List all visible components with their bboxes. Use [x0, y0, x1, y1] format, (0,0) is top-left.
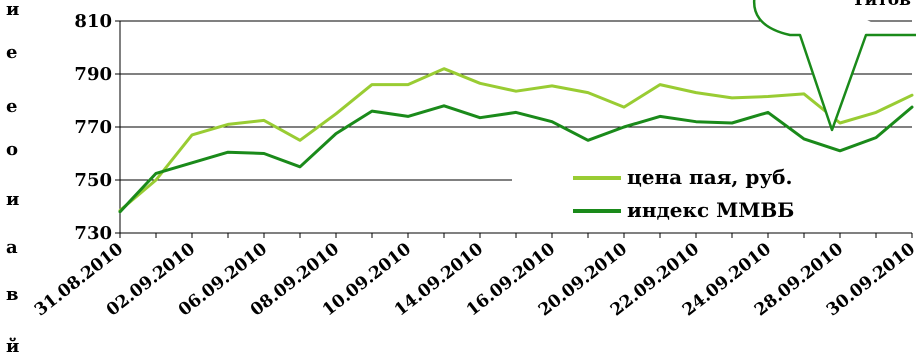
side-letter: е — [6, 96, 17, 117]
y-tick-label: 810 — [74, 11, 112, 32]
series-lines — [118, 67, 914, 214]
side-letter: о — [6, 139, 18, 160]
y-tick-label: 790 — [74, 64, 112, 85]
series-line-0 — [118, 67, 914, 212]
callout-text: Титов — [852, 0, 911, 10]
y-tick-label: 770 — [74, 117, 112, 138]
y-tick-label: 750 — [74, 170, 112, 191]
x-axis-ticks: 31.08.201002.09.201006.09.201008.09.2010… — [31, 233, 916, 320]
clipped-side-text: и е е о и а в й — [6, 0, 19, 357]
legend-label-1: индекс ММВБ — [627, 198, 794, 222]
callout: Титов — [752, 0, 916, 132]
legend: цена пая, руб. индекс ММВБ — [573, 165, 794, 222]
gridlines — [115, 20, 912, 234]
side-letter: е — [6, 42, 17, 63]
series-line-1 — [118, 104, 914, 214]
y-axis-ticks: 730 750 770 790 810 — [74, 11, 112, 244]
side-letter: и — [6, 189, 19, 210]
side-letter: а — [6, 237, 18, 258]
legend-label-0: цена пая, руб. — [627, 165, 792, 189]
y-tick-label: 730 — [74, 223, 112, 244]
side-letter: й — [6, 336, 19, 357]
side-letter: в — [6, 284, 19, 305]
side-letter: и — [6, 0, 19, 20]
callout-bubble — [752, 0, 916, 132]
